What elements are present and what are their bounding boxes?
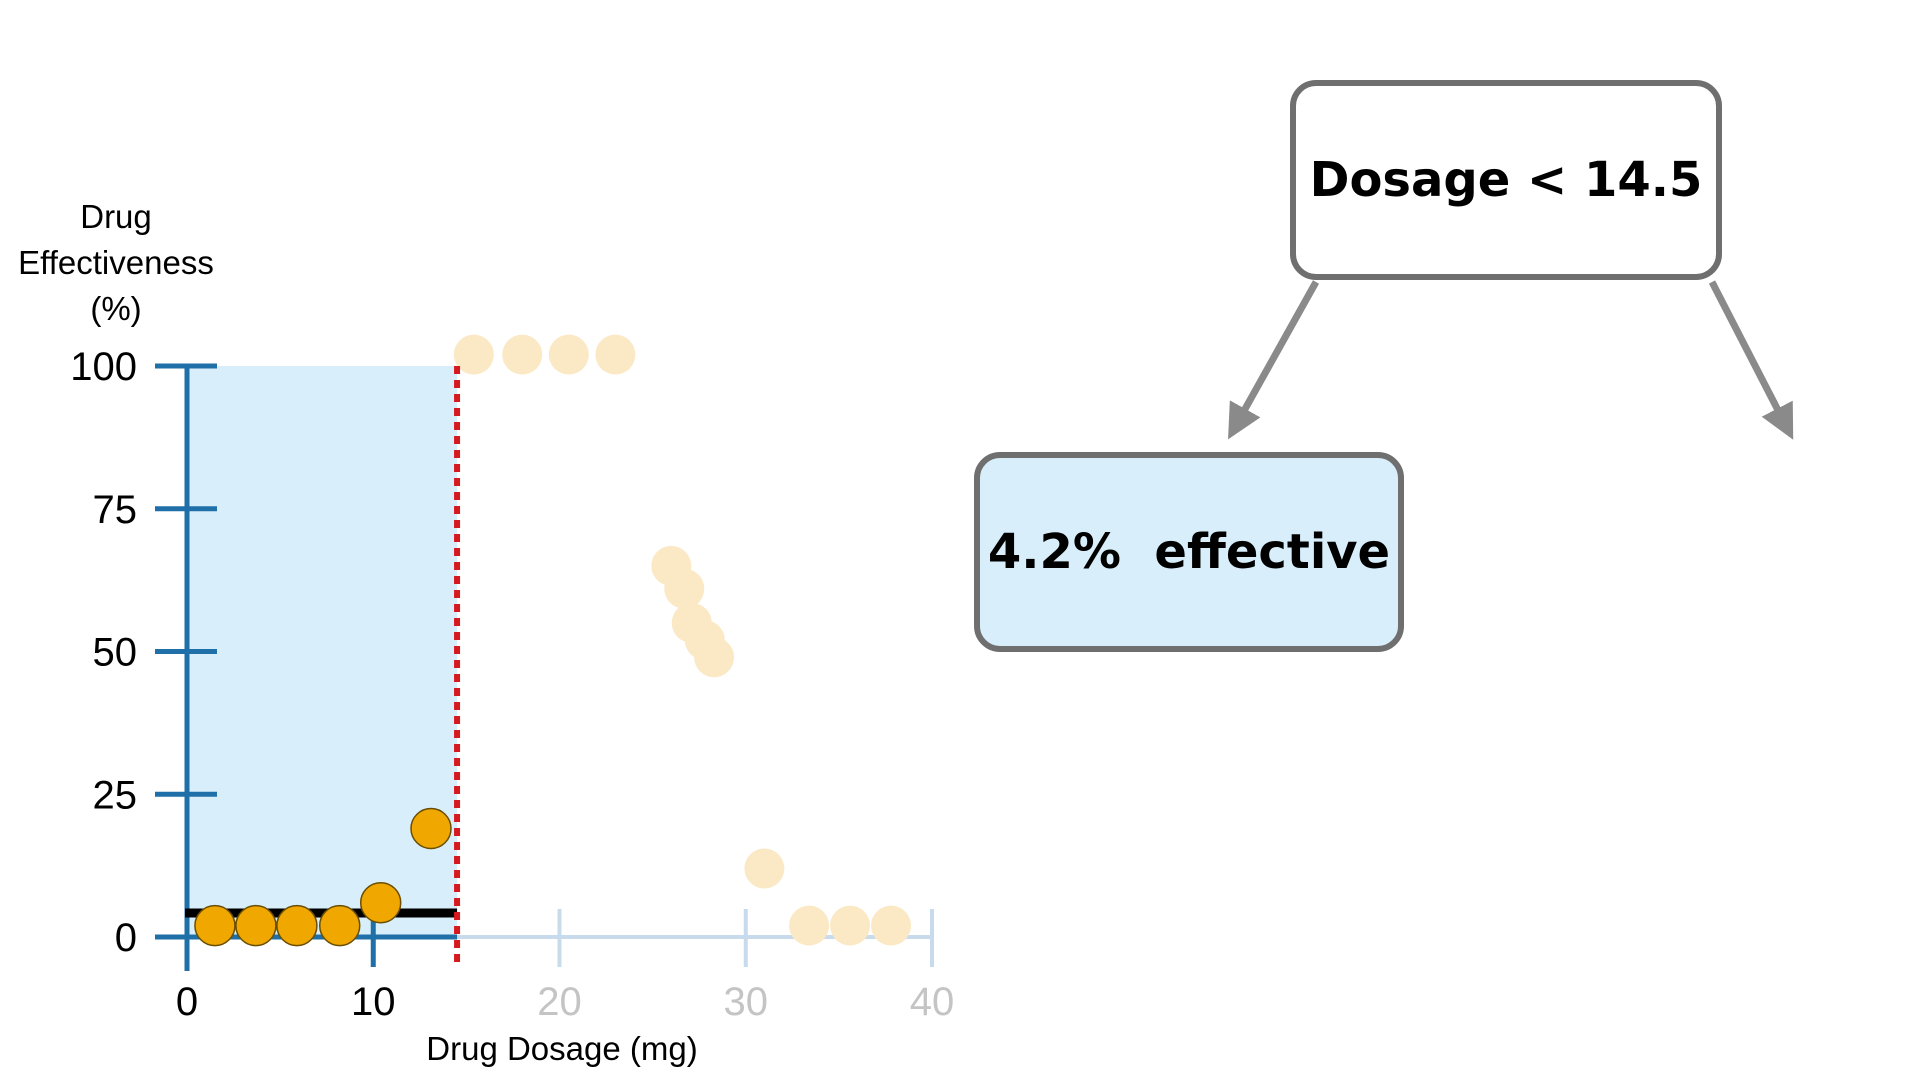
y-tick-label: 100 (70, 345, 137, 389)
data-point-faded (453, 334, 494, 375)
right-branch-arrow (1708, 280, 1794, 440)
dosage-effectiveness-chart: Drug Effectiveness (%) 0 25 50 75 100 0 10 20 30… (18, 198, 955, 1067)
data-point-faded (871, 905, 912, 946)
x-tick-label: 40 (910, 980, 955, 1024)
y-axis-label: Drug Effectiveness (%) (18, 198, 214, 327)
highlight-region (187, 366, 458, 937)
y-tick-label: 50 (93, 631, 138, 675)
x-tick-label: 30 (724, 980, 769, 1024)
x-axis-label: Drug Dosage (mg) (426, 1030, 697, 1067)
data-point-faded (789, 905, 830, 946)
data-point (359, 881, 402, 924)
tree-leaf-node: 4.2% effective (974, 452, 1404, 652)
data-point-faded (548, 334, 589, 375)
data-point-faded (502, 334, 543, 375)
data-point (194, 904, 236, 947)
data-point (318, 904, 361, 947)
data-point-faded (595, 334, 636, 375)
data-point (410, 807, 452, 850)
x-tick-label: 20 (537, 980, 582, 1024)
data-point-faded (694, 637, 735, 678)
data-point-faded (664, 568, 705, 609)
data-point (276, 904, 318, 947)
root-split-label: Dosage < 14.5 (1309, 152, 1703, 208)
y-axis-label-line: Drug (80, 198, 152, 235)
x-tick-label: 10 (351, 980, 396, 1024)
data-point (235, 904, 277, 947)
x-tick-label: 0 (176, 980, 198, 1024)
y-tick-label: 0 (115, 916, 137, 960)
data-point-faded (830, 905, 871, 946)
y-tick-label: 25 (93, 773, 138, 817)
y-axis-label-line: Effectiveness (18, 244, 214, 281)
left-branch-arrow (1228, 280, 1320, 440)
y-axis-label-line: (%) (90, 290, 141, 327)
tree-root-node: Dosage < 14.5 (1290, 80, 1722, 280)
data-point-faded (744, 848, 785, 889)
leaf-value-label: 4.2% effective (987, 524, 1391, 580)
y-tick-label: 75 (93, 488, 138, 532)
